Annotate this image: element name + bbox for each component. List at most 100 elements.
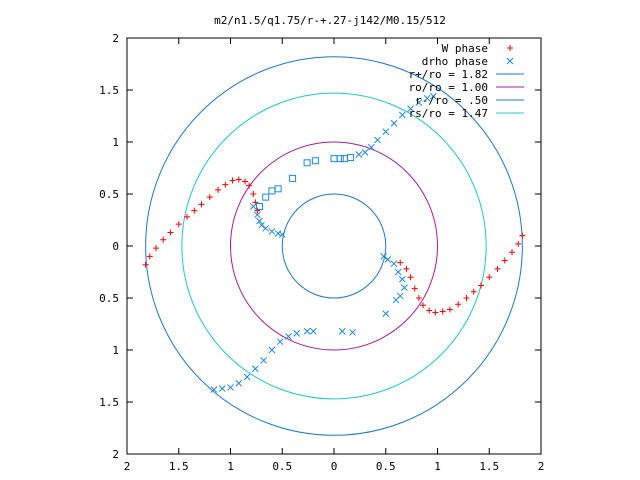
series-1-point-2 — [256, 217, 263, 225]
y-tick-label-5: 0.5 — [99, 292, 119, 305]
y-tick-label-3: 0.5 — [99, 188, 119, 201]
series-1-point-13 — [390, 119, 398, 127]
series-1-point-22 — [235, 379, 243, 387]
series-0-point-19 — [519, 232, 526, 239]
x-tick-label-2: 1 — [227, 460, 234, 473]
series-0-point-7 — [191, 207, 198, 214]
axis-ticks: 2 1.5 1 0.5 0 0.5 1 1.5 221.510.500.511.52 — [99, 32, 544, 473]
series-1-point-16 — [415, 99, 423, 106]
series-1-point-21 — [227, 384, 234, 391]
circle-0 — [145, 56, 523, 436]
series-1-point-7 — [278, 231, 286, 238]
series-1-point-26 — [268, 346, 276, 354]
legend-label-0: W phase — [442, 42, 488, 55]
series-1-point-36 — [398, 275, 406, 283]
series-0-point-25 — [477, 282, 484, 289]
series-1-point-28 — [285, 333, 292, 340]
series-0-point-37 — [403, 265, 410, 272]
series-0-point-8 — [198, 201, 205, 208]
series-0-point-24 — [486, 274, 493, 281]
legend-label-1: drho phase — [422, 55, 488, 68]
series-0-point-33 — [420, 302, 427, 309]
x-tick-label-5: 0.5 — [376, 460, 396, 473]
series-1-point-18 — [430, 92, 437, 100]
legend-swatch-0 — [507, 45, 513, 51]
chart-title: m2/n1.5/q1.75/r-+.27-j142/M0.15/512 — [214, 14, 446, 27]
series-1-point-33 — [384, 256, 392, 263]
series-1-point-40 — [382, 310, 390, 317]
series-0-point-0 — [142, 261, 149, 268]
circle-1 — [230, 141, 438, 351]
series-0-point-28 — [455, 301, 462, 308]
series-0-point-12 — [229, 177, 236, 184]
series-0-point-26 — [470, 288, 477, 295]
series-0-point-6 — [184, 213, 191, 220]
series-0-point-16 — [250, 191, 257, 197]
series-0-point-38 — [397, 259, 404, 266]
series-0-point-5 — [175, 221, 182, 228]
series-1-point-27 — [276, 338, 284, 346]
series-layer — [142, 92, 526, 393]
series-1-point-14 — [398, 111, 406, 119]
series-2-point-6 — [311, 157, 319, 165]
series-1-point-11 — [374, 136, 381, 144]
series-0-point-11 — [222, 181, 229, 188]
series-0-point-21 — [509, 249, 516, 256]
series-0-point-1 — [146, 253, 153, 260]
series-2-point-0 — [255, 202, 263, 210]
series-2-point-3 — [274, 185, 282, 193]
series-0-point-9 — [206, 194, 213, 201]
series-1-point-10 — [367, 143, 375, 151]
legend-label-3: ro/ro = 1.00 — [409, 81, 488, 94]
reference-circles — [145, 56, 523, 436]
x-tick-label-6: 1 — [434, 460, 441, 473]
series-0-point-20 — [515, 240, 522, 247]
series-2 — [255, 154, 355, 210]
series-1-point-35 — [394, 268, 402, 276]
series-2-point-9 — [340, 155, 348, 163]
series-1-point-24 — [251, 365, 259, 373]
series-0-point-31 — [432, 309, 439, 316]
series-2-point-1 — [262, 193, 270, 201]
series-1-point-23 — [243, 373, 251, 381]
series-1-point-8 — [355, 151, 363, 158]
y-tick-label-7: 1.5 — [99, 396, 119, 409]
y-tick-label-6: 1 — [112, 344, 119, 357]
x-tick-label-4: 0 — [331, 460, 338, 473]
legend-label-2: r+/ro = 1.82 — [409, 68, 488, 81]
circle-3 — [181, 92, 487, 400]
series-2-point-7 — [330, 155, 338, 163]
x-tick-label-7: 1.5 — [479, 460, 499, 473]
series-1-point-4 — [262, 224, 270, 232]
series-1-point-1 — [254, 211, 261, 219]
y-tick-label-0: 2 — [112, 32, 119, 45]
series-2-point-8 — [336, 155, 344, 163]
series-1-point-25 — [260, 357, 267, 364]
series-1-point-32 — [380, 253, 388, 260]
series-1-point-42 — [338, 327, 346, 335]
legend-label-5: rs/ro = 1.47 — [409, 107, 488, 120]
series-2-point-2 — [268, 187, 276, 195]
series-0-point-2 — [152, 245, 159, 252]
y-tick-label-4: 0 — [112, 240, 119, 253]
series-1-point-41 — [349, 328, 356, 336]
series-1-point-37 — [401, 284, 408, 291]
series-1-point-3 — [258, 221, 265, 229]
series-1-point-12 — [382, 128, 390, 135]
series-0 — [142, 176, 526, 316]
y-tick-label-8: 2 — [112, 448, 119, 461]
series-1-point-0 — [249, 203, 257, 210]
series-2-point-10 — [347, 154, 355, 162]
series-0-point-32 — [426, 307, 433, 314]
series-1-point-6 — [274, 230, 282, 237]
series-1-point-5 — [268, 228, 276, 235]
y-tick-label-1: 1.5 — [99, 84, 119, 97]
series-2-point-5 — [303, 159, 311, 167]
series-0-point-18 — [254, 207, 261, 214]
series-1-point-30 — [303, 327, 311, 335]
series-2-point-4 — [289, 174, 297, 182]
series-1 — [210, 92, 437, 393]
